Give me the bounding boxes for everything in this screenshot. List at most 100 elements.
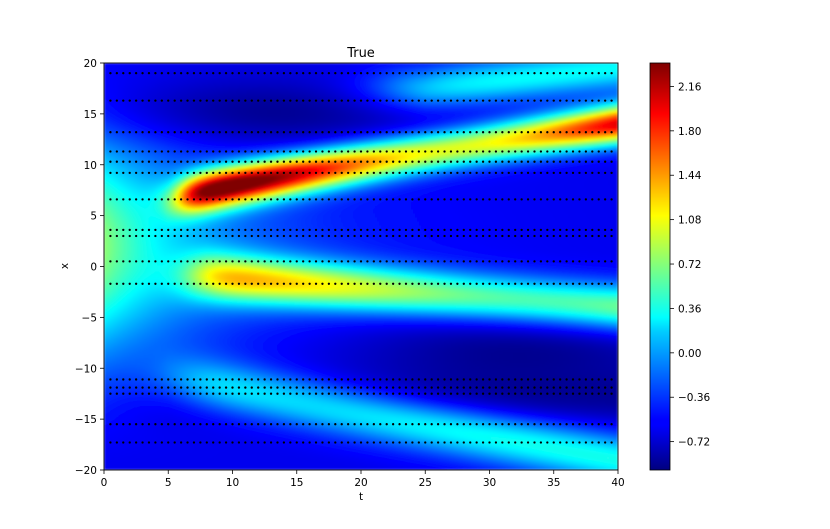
sample-point — [443, 99, 446, 102]
sample-point — [115, 441, 118, 444]
sample-point — [359, 392, 363, 395]
sample-point — [391, 282, 395, 285]
sample-point — [321, 228, 324, 232]
sample-point — [212, 234, 215, 238]
sample-point — [347, 131, 350, 134]
sample-point — [533, 392, 536, 395]
sample-point — [314, 131, 318, 134]
sample-point — [147, 171, 151, 175]
sample-point — [128, 282, 131, 285]
sample-point — [430, 392, 433, 395]
sample-point — [449, 228, 453, 232]
sample-point — [584, 441, 588, 444]
sample-point — [141, 392, 144, 395]
sample-point — [436, 99, 440, 102]
colorbar-tick-label: 1.08 — [678, 215, 701, 227]
sample-point — [308, 260, 311, 263]
sample-point — [173, 234, 176, 238]
sample-point — [379, 198, 382, 201]
sample-point — [302, 131, 305, 134]
sample-point — [571, 234, 575, 238]
sample-point — [391, 150, 395, 153]
sample-point — [424, 234, 427, 238]
sample-point — [173, 423, 176, 426]
sample-point — [205, 423, 208, 426]
sample-point — [154, 441, 157, 444]
sample-point — [436, 198, 440, 201]
sample-point — [186, 441, 189, 444]
sample-point — [340, 234, 343, 238]
sample-point — [546, 171, 549, 175]
sample-point — [366, 234, 369, 238]
sample-point — [314, 160, 318, 163]
sample-point — [417, 131, 420, 134]
sample-point — [584, 171, 588, 175]
sample-point — [533, 423, 536, 426]
sample-point — [224, 72, 228, 75]
sample-point — [469, 423, 472, 426]
sample-point — [443, 150, 446, 153]
sample-point — [282, 392, 286, 395]
sample-point — [276, 282, 279, 285]
sample-point — [391, 386, 395, 389]
sample-point — [141, 228, 144, 232]
sample-point — [430, 260, 433, 263]
sample-point — [610, 228, 613, 232]
sample-row — [109, 260, 613, 263]
sample-point — [494, 282, 498, 285]
sample-point — [565, 282, 568, 285]
sample-point — [205, 198, 208, 201]
sample-point — [372, 171, 375, 175]
sample-point — [199, 228, 202, 232]
sample-point — [353, 392, 356, 395]
sample-point — [379, 423, 382, 426]
sample-point — [514, 282, 517, 285]
sample-point — [231, 198, 234, 201]
sample-point — [269, 198, 273, 201]
sample-point — [276, 72, 279, 75]
sample-point — [257, 160, 260, 163]
sample-point — [224, 423, 228, 426]
sample-point — [404, 228, 408, 232]
sample-point — [295, 171, 298, 175]
sample-point — [276, 441, 279, 444]
sample-point — [321, 160, 324, 163]
sample-point — [199, 234, 202, 238]
sample-point — [436, 228, 440, 232]
sample-point — [263, 423, 266, 426]
sample-point — [559, 72, 562, 75]
sample-point — [610, 282, 613, 285]
sample-point — [257, 228, 260, 232]
sample-point — [340, 282, 343, 285]
sample-point — [559, 282, 562, 285]
sample-point — [237, 72, 241, 75]
sample-point — [488, 234, 491, 238]
sample-point — [141, 234, 144, 238]
sample-point — [533, 150, 536, 153]
sample-point — [282, 99, 286, 102]
x-tick-label: 25 — [419, 477, 432, 489]
sample-point — [115, 392, 118, 395]
sample-point — [565, 228, 568, 232]
sample-point — [212, 228, 215, 232]
sample-point — [494, 99, 498, 102]
sample-point — [224, 160, 228, 163]
sample-point — [179, 99, 183, 102]
sample-point — [359, 234, 363, 238]
sample-point — [128, 131, 131, 134]
sample-point — [115, 378, 118, 381]
sample-point — [147, 392, 151, 395]
sample-point — [462, 171, 465, 175]
sample-point — [565, 72, 568, 75]
sample-point — [372, 228, 375, 232]
sample-point — [212, 260, 215, 263]
sample-point — [160, 441, 163, 444]
sample-point — [501, 228, 504, 232]
sample-point — [449, 260, 453, 263]
sample-point — [321, 234, 324, 238]
sample-point — [115, 260, 118, 263]
sample-point — [520, 150, 523, 153]
sample-point — [584, 282, 588, 285]
sample-point — [610, 99, 613, 102]
sample-point — [224, 282, 228, 285]
